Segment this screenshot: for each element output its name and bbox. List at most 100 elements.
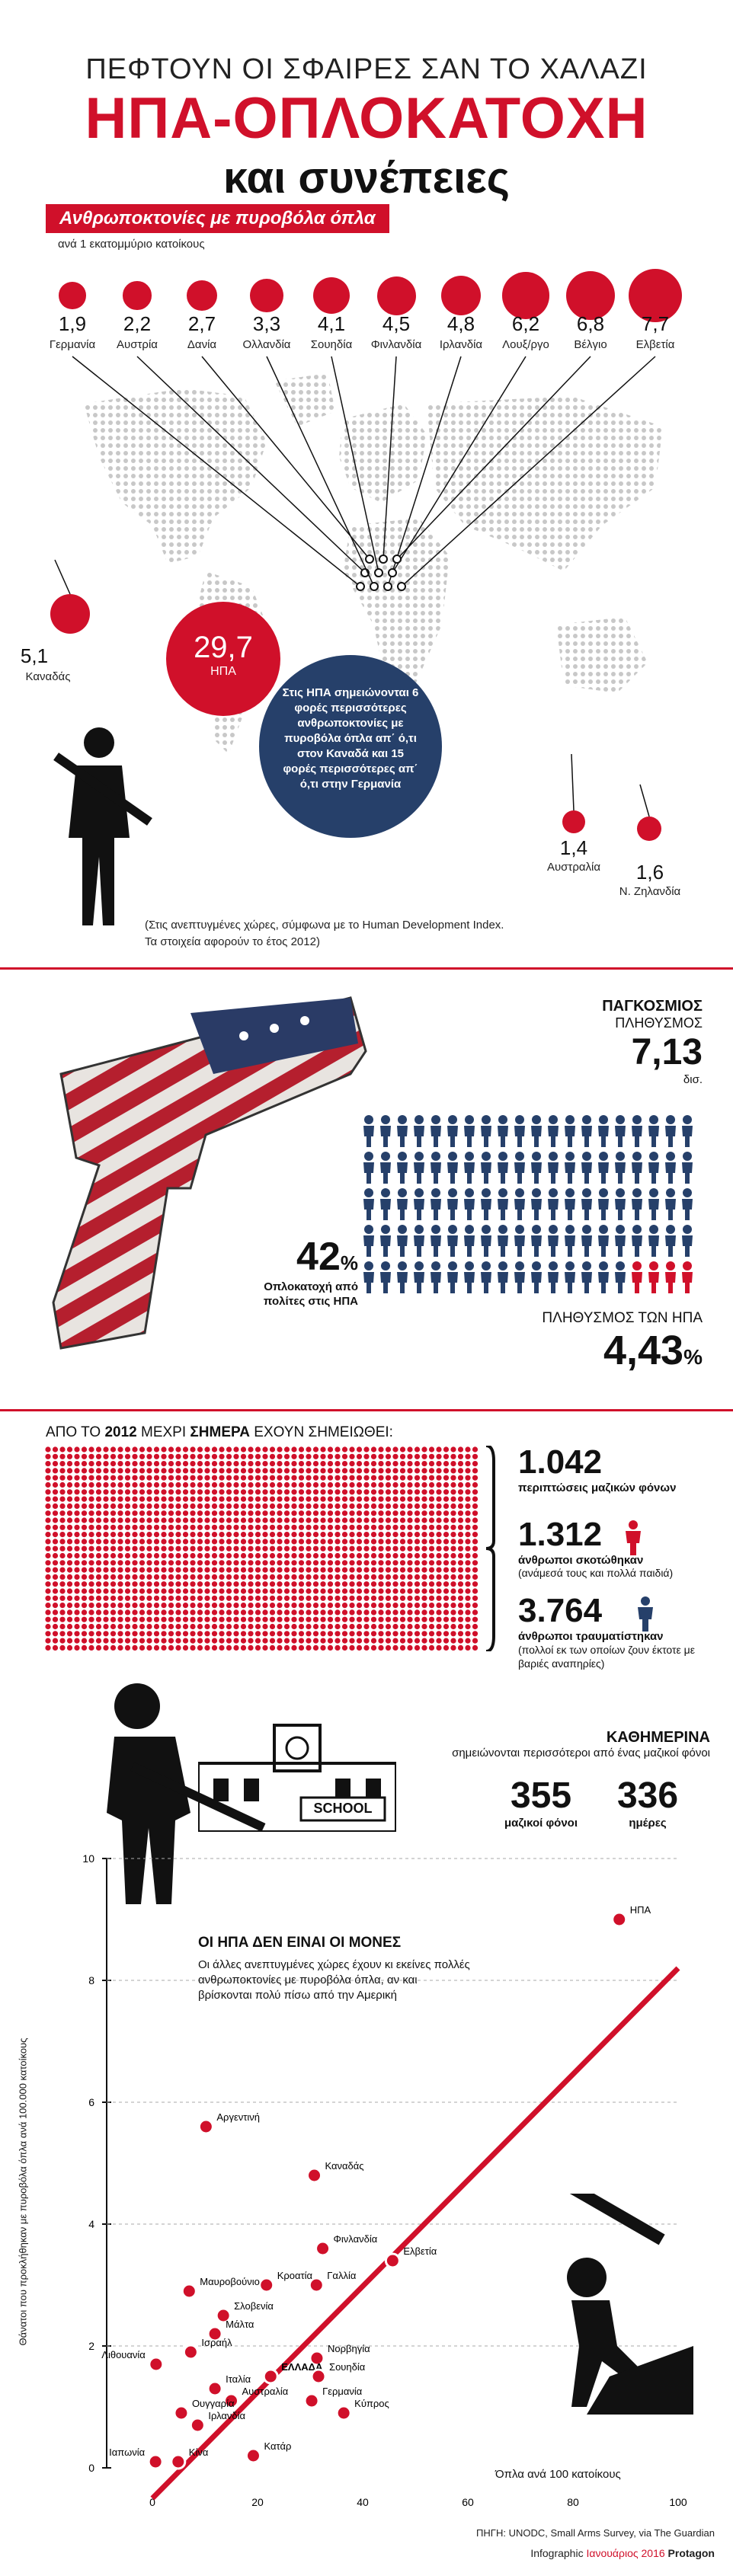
mass-shooting-dot xyxy=(327,1552,334,1559)
mass-shooting-dot xyxy=(52,1545,59,1552)
mass-shooting-dot xyxy=(349,1567,355,1573)
mass-shooting-dot xyxy=(298,1475,305,1481)
mass-shooting-dot xyxy=(356,1595,363,1601)
mass-shooting-dot xyxy=(182,1468,189,1474)
mass-shooting-dot xyxy=(88,1545,94,1552)
mass-shooting-dot xyxy=(110,1446,117,1453)
mass-shooting-dot xyxy=(341,1489,348,1495)
person-world-mark xyxy=(363,1225,374,1257)
mass-shooting-dot xyxy=(139,1623,146,1630)
person-world-mark xyxy=(498,1261,508,1293)
mass-shooting-dot xyxy=(110,1609,117,1616)
mass-shooting-dot xyxy=(233,1588,239,1594)
mass-shooting-dot xyxy=(450,1510,456,1517)
mass-shooting-dot xyxy=(436,1539,442,1545)
mass-shooting-dot xyxy=(132,1539,138,1545)
person-world-mark xyxy=(648,1115,659,1147)
mass-shooting-dot xyxy=(306,1567,312,1573)
mass-shooting-dot xyxy=(233,1638,239,1644)
mass-shooting-dot xyxy=(414,1581,421,1587)
mass-shooting-dot xyxy=(95,1588,102,1594)
mass-shooting-dot xyxy=(306,1595,312,1601)
mass-shooting-dot xyxy=(168,1524,174,1530)
mass-shooting-dot xyxy=(378,1552,384,1559)
mass-shooting-dot xyxy=(450,1475,456,1481)
mass-shooting-dot xyxy=(52,1524,59,1530)
mass-shooting-dot xyxy=(175,1631,181,1637)
mass-shooting-dot xyxy=(139,1481,146,1488)
mass-shooting-dot xyxy=(74,1623,80,1630)
mass-shooting-dot xyxy=(132,1616,138,1622)
person-world-mark xyxy=(431,1225,441,1257)
mass-shooting-dot xyxy=(81,1481,88,1488)
mass-shooting-dot xyxy=(132,1581,138,1587)
mass-shooting-dot xyxy=(153,1567,160,1573)
mass-shooting-dot xyxy=(248,1560,254,1566)
mass-shooting-dot xyxy=(283,1560,290,1566)
mass-shooting-dot xyxy=(421,1631,427,1637)
mass-shooting-dot xyxy=(52,1552,59,1559)
mass-shooting-dot xyxy=(450,1496,456,1502)
mass-shooting-dot xyxy=(298,1539,305,1545)
mass-shooting-dot xyxy=(161,1631,167,1637)
person-world-mark xyxy=(598,1188,609,1220)
mass-shooting-dot xyxy=(110,1631,117,1637)
mass-shooting-dot xyxy=(472,1631,479,1637)
mass-shooting-dot xyxy=(356,1552,363,1559)
mass-shooting-dot xyxy=(363,1595,370,1601)
mass-shooting-dot xyxy=(66,1638,73,1644)
mass-shooting-dot xyxy=(74,1588,80,1594)
mass-shooting-dot xyxy=(378,1453,384,1459)
mass-shooting-dot xyxy=(283,1461,290,1467)
canada-dot xyxy=(50,594,90,634)
mass-shooting-dot xyxy=(168,1503,174,1509)
mass-shooting-dot xyxy=(103,1475,109,1481)
mass-shooting-dot xyxy=(45,1489,51,1495)
mass-shooting-dot xyxy=(283,1638,290,1644)
school-sign: SCHOOL xyxy=(313,1801,373,1816)
country-dot xyxy=(250,279,283,312)
mass-shooting-dot xyxy=(320,1616,326,1622)
mass-shooting-dot xyxy=(52,1453,59,1459)
mass-shooting-dot xyxy=(312,1623,319,1630)
mass-shooting-dot xyxy=(283,1510,290,1517)
mass-shooting-dot xyxy=(363,1453,370,1459)
daily-text: σημειώνονται περισσότεροι από ένας μαζικ… xyxy=(452,1747,710,1759)
mass-shooting-dot xyxy=(168,1595,174,1601)
mass-shooting-dot xyxy=(334,1595,341,1601)
mass-shooting-dot xyxy=(248,1446,254,1453)
mass-shooting-dot xyxy=(399,1496,406,1502)
mass-shooting-dot xyxy=(95,1616,102,1622)
mass-shooting-dot xyxy=(392,1461,399,1467)
mass-shooting-dot xyxy=(291,1567,297,1573)
mass-shooting-dot xyxy=(103,1552,109,1559)
mass-shooting-dot xyxy=(248,1475,254,1481)
mass-shooting-dot xyxy=(117,1524,123,1530)
mass-shooting-dot xyxy=(59,1595,66,1601)
mass-shooting-dot xyxy=(327,1603,334,1609)
mass-shooting-dot xyxy=(139,1560,146,1566)
mass-shooting-dot xyxy=(436,1489,442,1495)
mass-shooting-dot xyxy=(52,1623,59,1630)
mass-shooting-dot xyxy=(197,1539,203,1545)
europe-shape xyxy=(339,404,427,503)
mass-shooting-dot xyxy=(428,1560,435,1566)
mass-shooting-dot xyxy=(146,1524,152,1530)
mass-shooting-dot xyxy=(59,1616,66,1622)
mass-shooting-dot xyxy=(457,1503,464,1509)
mass-shooting-dot xyxy=(465,1446,471,1453)
mass-shooting-dot xyxy=(378,1489,384,1495)
mass-shooting-dot xyxy=(88,1496,94,1502)
mass-shooting-dot xyxy=(312,1552,319,1559)
mass-shooting-dot xyxy=(363,1496,370,1502)
mass-shooting-dot xyxy=(472,1461,479,1467)
mass-shooting-dot xyxy=(327,1475,334,1481)
mass-shooting-dot xyxy=(153,1644,160,1651)
mass-shooting-dot xyxy=(385,1510,392,1517)
mass-shooting-dot xyxy=(59,1638,66,1644)
mass-shooting-dot xyxy=(240,1524,247,1530)
mass-shooting-dot xyxy=(168,1539,174,1545)
mass-shooting-dot xyxy=(66,1595,73,1601)
mass-shooting-dot xyxy=(139,1468,146,1474)
mass-shooting-dot xyxy=(262,1510,268,1517)
